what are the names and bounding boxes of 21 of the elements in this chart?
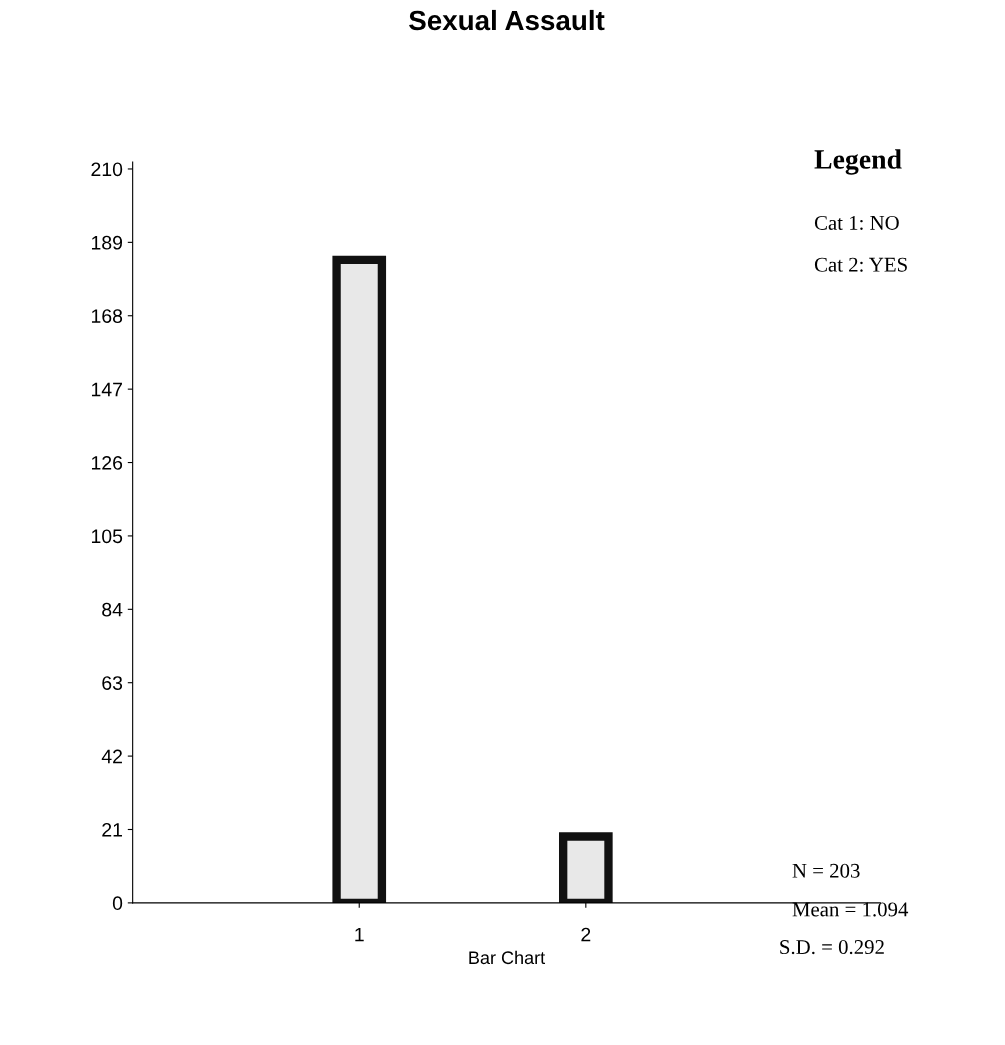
y-tick-label: 63: [102, 676, 123, 690]
y-tick-label: 21: [102, 822, 122, 837]
y-tick-label: 189: [91, 235, 123, 250]
x-tick-label: 1: [355, 927, 364, 942]
annotation: Cat 1: NO: [814, 215, 899, 230]
text: S.D. = 0.292: [780, 940, 884, 955]
annotation: Mean = 1.094: [792, 902, 909, 917]
annotation: Cat 2: YES: [814, 257, 907, 272]
annotation: N = 203: [792, 863, 860, 878]
chart-title: Sexual Assault: [409, 9, 605, 31]
annotation: Legend: [814, 149, 902, 175]
x-tick-label: 2: [581, 927, 591, 942]
y-tick-label: 126: [91, 456, 123, 470]
x-axis-title: Bar Chart: [469, 950, 546, 965]
y-tick-label: 210: [91, 162, 123, 177]
y-tick-label: 105: [91, 529, 123, 544]
y-tick-label: 168: [91, 309, 123, 323]
y-tick-label: 147: [91, 382, 122, 397]
y-tick-label: 0: [112, 896, 123, 911]
y-tick-label: 84: [102, 602, 123, 617]
y-tick-label: 42: [101, 749, 122, 764]
